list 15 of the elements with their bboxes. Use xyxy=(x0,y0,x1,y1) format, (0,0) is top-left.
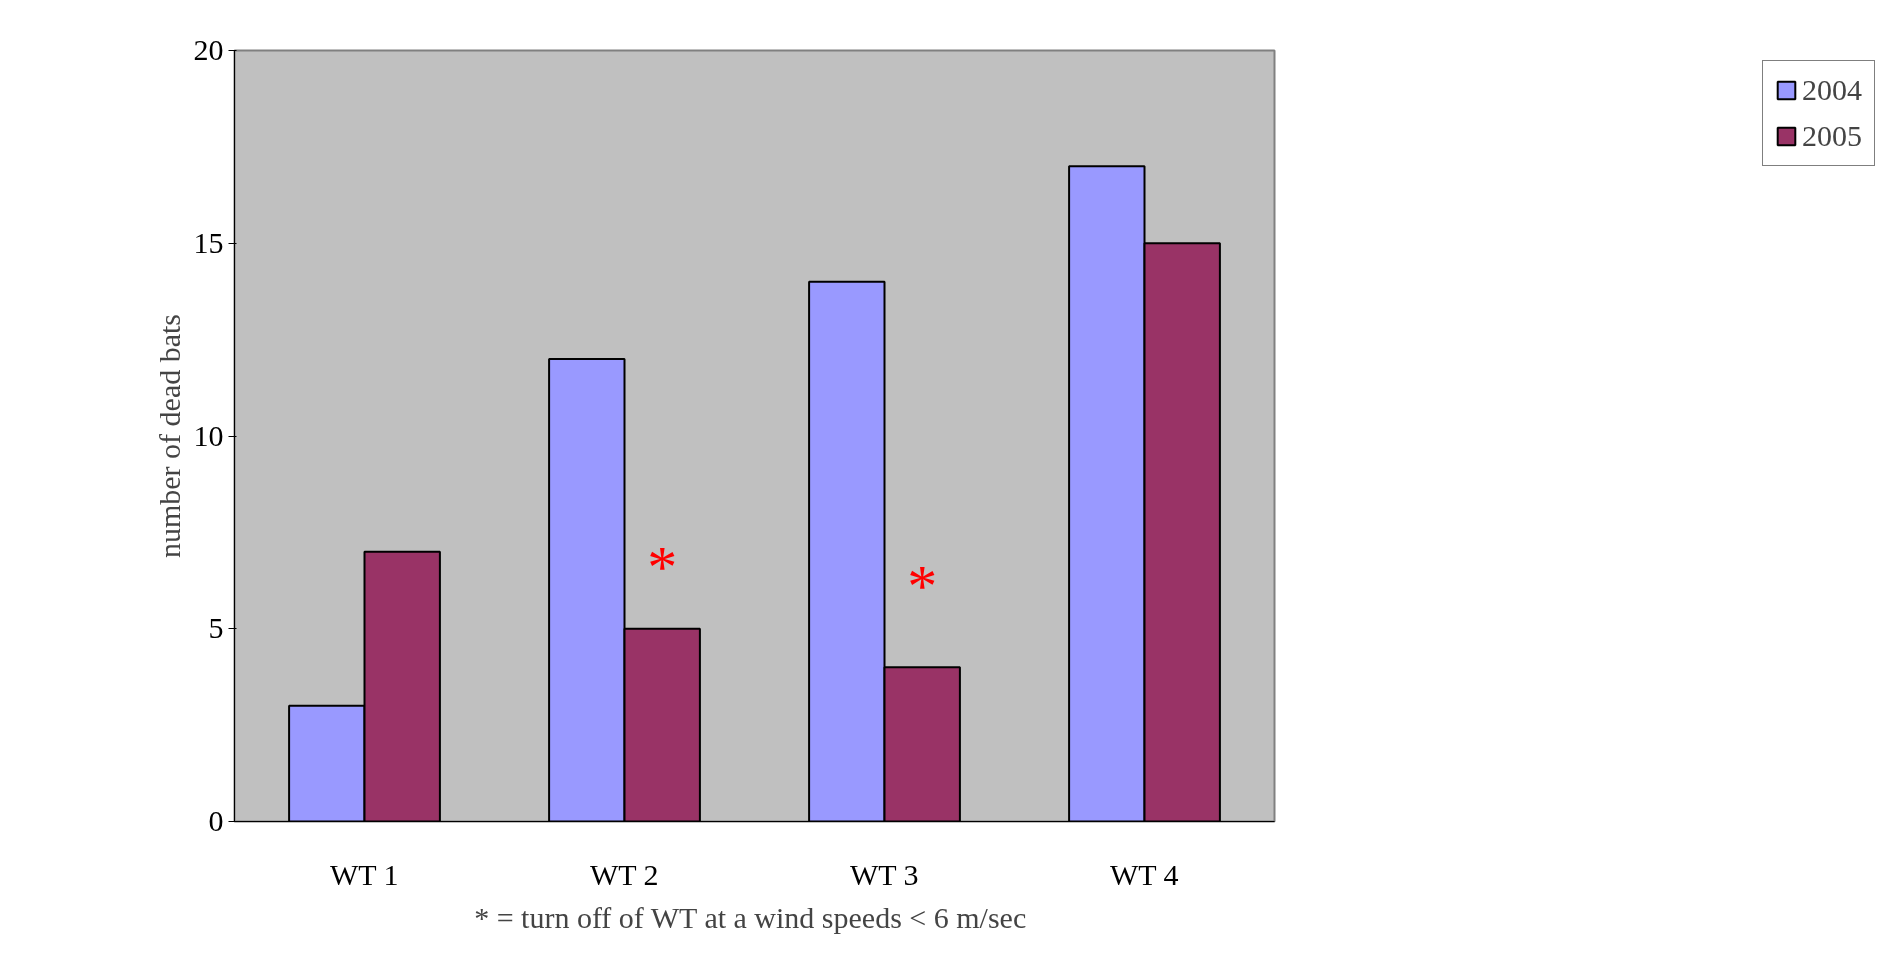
y-tick-label: 10 xyxy=(193,418,224,452)
legend-label: 2004 xyxy=(1802,73,1862,107)
y-tick-label: 5 xyxy=(208,611,224,645)
y-tick-label: 15 xyxy=(193,225,224,259)
y-axis-title: number of dead bats xyxy=(152,313,186,559)
y-tick-label: 0 xyxy=(208,804,224,837)
text: * = turn off of WT at a wind speeds < 6 m/sec xyxy=(474,900,1027,934)
y-tick-label: 20 xyxy=(193,33,224,66)
x-tick-label: WT 4 xyxy=(1109,857,1179,891)
annotation: * xyxy=(647,534,678,601)
legend-label: 2005 xyxy=(1802,119,1862,153)
x-tick-label: WT 2 xyxy=(589,857,659,891)
x-tick-label: WT 1 xyxy=(329,857,399,891)
annotation: * xyxy=(907,553,938,620)
x-tick-label: WT 3 xyxy=(849,857,919,891)
